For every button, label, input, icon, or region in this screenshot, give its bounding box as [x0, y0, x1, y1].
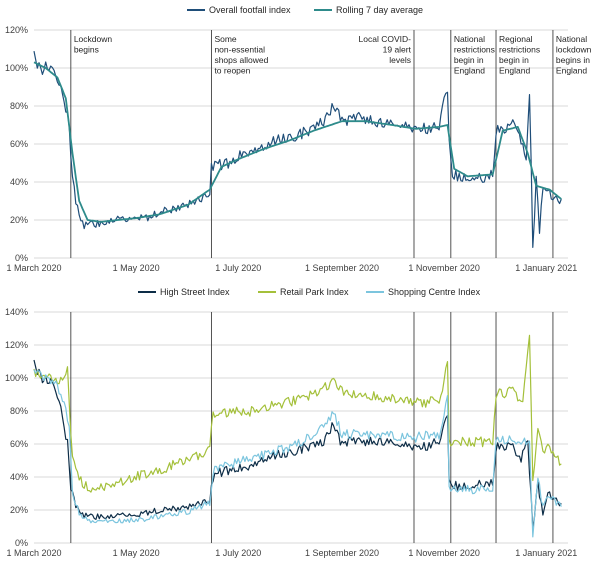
x-tick-label: 1 November 2020: [408, 263, 480, 273]
y-tick-label: 60%: [10, 439, 28, 449]
y-tick-label: 120%: [5, 25, 28, 35]
event-annotation: Some non-essential shops allowed to reopen: [214, 34, 268, 76]
event-annotation: National lockdown begins in England: [556, 34, 592, 76]
y-tick-label: 0%: [15, 253, 28, 263]
y-tick-label: 80%: [10, 406, 28, 416]
legend: Overall footfall index Rolling 7 day ave…: [187, 5, 423, 15]
series-line-high-street-index: [33, 359, 562, 530]
y-tick-label: 0%: [15, 538, 28, 548]
plot-area: [33, 50, 562, 248]
y-tick-label: 20%: [10, 505, 28, 515]
y-tick-label: 40%: [10, 177, 28, 187]
plot-area: [33, 334, 562, 538]
x-tick-label: 1 November 2020: [408, 548, 480, 558]
y-axis-tick-labels: 0% 20% 40% 60% 80% 100% 120% 140%: [5, 307, 28, 548]
y-tick-label: 100%: [5, 63, 28, 73]
event-annotation: Local COVID-19 alert levels: [359, 34, 412, 65]
y-axis-tick-labels: 0% 20% 40% 60% 80% 100% 120%: [5, 25, 28, 263]
series-line-shopping-centre-index: [33, 369, 562, 538]
y-tick-label: 120%: [5, 340, 28, 350]
x-tick-label: 1 July 2020: [215, 548, 261, 558]
x-tick-label: 1 March 2020: [6, 548, 61, 558]
y-tick-label: 100%: [5, 373, 28, 383]
y-tick-label: 60%: [10, 139, 28, 149]
series-line-retail-park-index: [33, 334, 562, 493]
event-annotation: Regional restrictions begin in England: [499, 34, 540, 76]
x-tick-label: 1 March 2020: [6, 263, 61, 273]
y-tick-label: 20%: [10, 215, 28, 225]
x-tick-label: 1 January 2021: [515, 548, 577, 558]
series-line-rolling-7-day-average: [33, 61, 562, 223]
legend-label-retail-park-index: Retail Park Index: [280, 287, 349, 297]
legend-label-high-street-index: High Street Index: [160, 287, 230, 297]
x-tick-label: 1 January 2021: [515, 263, 577, 273]
y-gridlines: [34, 29, 568, 259]
series-line-overall-footfall-index: [33, 50, 562, 248]
x-tick-label: 1 September 2020: [305, 548, 379, 558]
event-markers: [70, 312, 554, 543]
legend-label-shopping-centre-index: Shopping Centre Index: [388, 287, 481, 297]
x-axis-tick-labels: 1 March 2020 1 May 2020 1 July 2020 1 Septe…: [6, 263, 577, 273]
x-tick-label: 1 May 2020: [113, 548, 160, 558]
x-tick-label: 1 July 2020: [215, 263, 261, 273]
chart-overall-footfall: Overall footfall index Rolling 7 day ave…: [5, 5, 592, 273]
legend-label-overall-footfall-index: Overall footfall index: [209, 5, 291, 15]
chart-location-indices: High Street Index Retail Park Index Shop…: [5, 287, 577, 558]
y-tick-label: 40%: [10, 472, 28, 482]
x-axis-tick-labels: 1 March 2020 1 May 2020 1 July 2020 1 Septe…: [6, 548, 577, 558]
x-tick-label: 1 May 2020: [113, 263, 160, 273]
legend: High Street Index Retail Park Index Shop…: [138, 287, 481, 297]
y-tick-label: 80%: [10, 101, 28, 111]
y-tick-label: 140%: [5, 307, 28, 317]
legend-label-rolling-7-day-average: Rolling 7 day average: [336, 5, 423, 15]
event-annotation: Lockdown begins: [74, 34, 113, 55]
x-tick-label: 1 September 2020: [305, 263, 379, 273]
event-annotation: National restrictions begin in England: [454, 34, 495, 76]
y-gridlines: [34, 311, 568, 544]
